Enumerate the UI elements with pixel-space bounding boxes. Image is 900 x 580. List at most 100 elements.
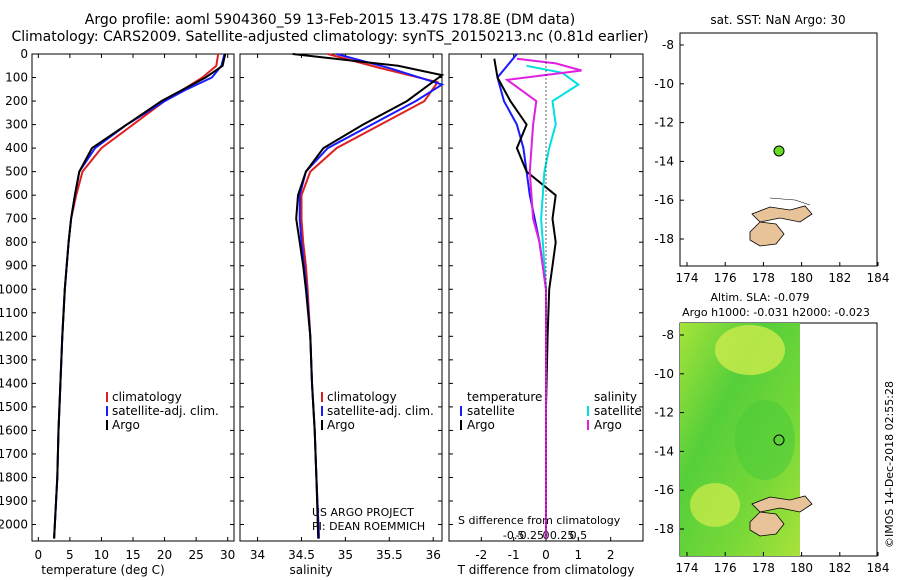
x-tick-label: 36 — [426, 548, 441, 562]
map-y-tick-label: -18 — [654, 232, 674, 246]
map-y-tick-label: -14 — [654, 154, 674, 168]
series-s-satellite — [526, 64, 581, 539]
depth-tick-label: 400 — [5, 141, 28, 155]
series-t-satellite — [496, 53, 547, 539]
map-x-tick-label: 182 — [828, 271, 851, 285]
depth-tick-label: 1100 — [0, 306, 28, 320]
legend-label: climatology — [112, 390, 182, 404]
depth-tick-label: 1800 — [0, 470, 28, 484]
map-x-tick-label: 180 — [790, 561, 813, 575]
s-difference-axis-label: S difference from climatology — [458, 514, 621, 527]
depth-tick-label: 1500 — [0, 400, 28, 414]
series-argo — [53, 53, 227, 539]
x-tick-label: 34.5 — [288, 548, 315, 562]
map-x-tick-label: 174 — [676, 271, 699, 285]
map-x-tick-label: 176 — [714, 561, 737, 575]
panel-frame-0 — [31, 53, 235, 542]
map-y-tick-label: -18 — [654, 522, 674, 536]
x-tick-label: 34 — [250, 548, 265, 562]
x-tick-label: -1 — [508, 548, 520, 562]
x-tick-label: 30 — [220, 548, 235, 562]
depth-tick-label: 600 — [5, 188, 28, 202]
series-t-argo — [493, 58, 557, 539]
series-climatology — [53, 53, 220, 539]
depth-tick-label: 100 — [5, 71, 28, 85]
sla-map-title-line1: Altim. SLA: -0.079 — [710, 291, 809, 304]
legend-label: temperature — [467, 390, 542, 404]
x-tick-label: 35 — [338, 548, 353, 562]
depth-tick-label: 1900 — [0, 494, 28, 508]
sla-argo-float-marker — [773, 434, 785, 446]
depth-tick-label: 300 — [5, 118, 28, 132]
map-y-tick-label: -12 — [654, 116, 674, 130]
legend-label: satellite — [594, 404, 642, 418]
x-tick-label: 5 — [66, 548, 74, 562]
x-tick-label: -2 — [475, 548, 487, 562]
series-argo — [292, 53, 445, 539]
s-tick-label: 0.5 — [570, 529, 588, 542]
sst-map-title: sat. SST: NaN Argo: 30 — [710, 13, 845, 27]
x-tick-label: 0 — [542, 548, 550, 562]
depth-tick-label: 500 — [5, 165, 28, 179]
depth-tick-label: 800 — [5, 235, 28, 249]
s-tick-label: 0.25 — [550, 529, 575, 542]
map-x-tick-label: 176 — [714, 271, 737, 285]
map-x-tick-label: 180 — [790, 271, 813, 285]
depth-tick-label: 200 — [5, 94, 28, 108]
legend-label: Argo — [594, 418, 622, 432]
sst-map-land — [749, 197, 813, 247]
map-x-tick-label: 184 — [867, 271, 890, 285]
chart-title-line2: Climatology: CARS2009. Satellite-adjuste… — [11, 29, 649, 45]
x-axis-label: salinity — [289, 563, 332, 577]
credit-line1: US ARGO PROJECT — [312, 506, 414, 519]
map-x-tick-label: 178 — [752, 561, 775, 575]
depth-tick-label: 900 — [5, 259, 28, 273]
depth-tick-label: 1200 — [0, 329, 28, 343]
x-tick-label: 2 — [607, 548, 615, 562]
chart-title-line1: Argo profile: aoml 5904360_59 13-Feb-201… — [84, 12, 576, 28]
x-tick-label: 25 — [188, 548, 203, 562]
sla-map-land — [749, 495, 813, 537]
depth-tick-label: 1000 — [0, 282, 28, 296]
series-satellite-adj-clim- — [53, 53, 226, 539]
x-tick-label: 35.5 — [376, 548, 403, 562]
legend-label: climatology — [327, 390, 397, 404]
imos-credit: ©IMOS 14-Dec-2018 02:55:28 — [883, 381, 896, 548]
x-tick-label: 15 — [125, 548, 140, 562]
credit-line2: PI: DEAN ROEMMICH — [312, 520, 425, 533]
x-tick-label: 1 — [575, 548, 583, 562]
legend-label: Argo — [112, 418, 140, 432]
argo-float-marker — [773, 145, 785, 157]
map-y-tick-label: -10 — [654, 367, 674, 381]
x-axis-label: T difference from climatology — [457, 563, 635, 577]
depth-tick-label: 1600 — [0, 423, 28, 437]
x-tick-label: 20 — [157, 548, 172, 562]
map-y-tick-label: -10 — [654, 77, 674, 91]
depth-tick-label: 1300 — [0, 353, 28, 367]
series-satellite-adj-clim- — [298, 53, 445, 539]
s-tick-label: -0.25 — [516, 529, 544, 542]
s-tick-label: -0.5 — [503, 529, 524, 542]
legend-label: Argo — [467, 418, 495, 432]
map-y-tick-label: -16 — [654, 193, 674, 207]
map-x-tick-label: 184 — [867, 561, 890, 575]
depth-tick-label: 1700 — [0, 447, 28, 461]
sla-map-title-line2: Argo h1000: -0.031 h2000: -0.023 — [682, 306, 870, 319]
depth-tick-label: 700 — [5, 212, 28, 226]
map-x-tick-label: 178 — [752, 271, 775, 285]
map-y-tick-label: -8 — [662, 328, 674, 342]
series-s-argo — [504, 57, 582, 539]
map-y-tick-label: -12 — [654, 406, 674, 420]
legend-label: Argo — [327, 418, 355, 432]
x-tick-label: 10 — [94, 548, 109, 562]
map-y-tick-label: -8 — [662, 38, 674, 52]
legend-label: satellite — [467, 404, 515, 418]
depth-tick-label: 2000 — [0, 518, 28, 532]
map-y-tick-label: -16 — [654, 483, 674, 497]
map-x-tick-label: 174 — [676, 561, 699, 575]
legend-label: salinity — [594, 390, 637, 404]
depth-tick-label: 1400 — [0, 376, 28, 390]
x-tick-label: 0 — [34, 548, 42, 562]
depth-tick-label: 0 — [20, 47, 28, 61]
map-x-tick-label: 182 — [828, 561, 851, 575]
